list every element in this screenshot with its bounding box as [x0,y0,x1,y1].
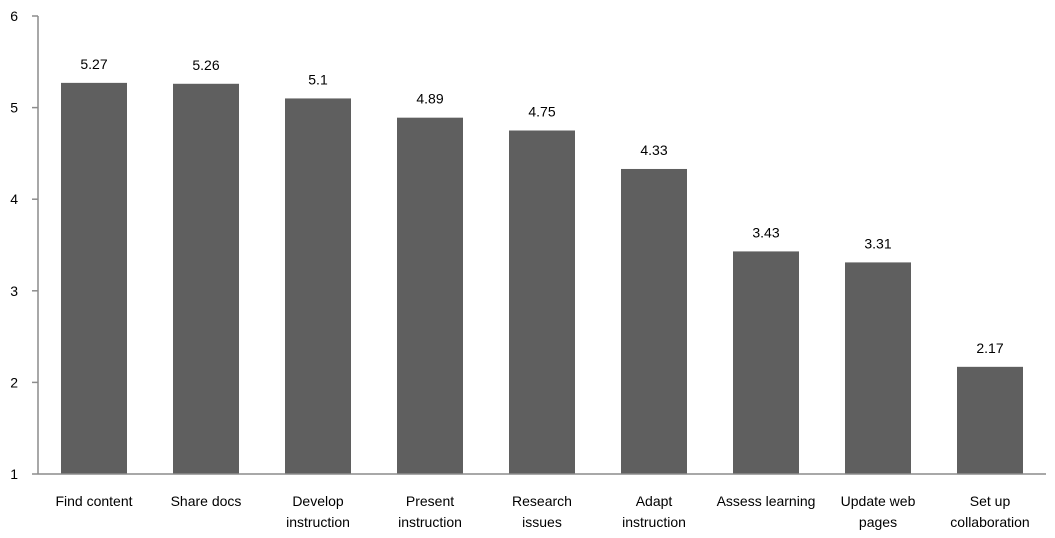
bar [61,82,127,475]
category-label: Set up [970,493,1011,509]
category-label: collaboration [950,514,1029,530]
category-label: Assess learning [717,493,816,509]
category-label: issues [522,514,562,530]
data-label: 5.1 [308,71,328,87]
bar [957,366,1023,474]
data-label: 3.43 [752,224,779,240]
category-label: Find content [55,493,132,509]
category-label: instruction [286,514,350,530]
bar [285,98,351,474]
data-label: 4.75 [528,104,555,120]
y-tick-label: 5 [10,100,18,116]
data-label: 2.17 [976,340,1003,356]
y-tick-label: 6 [10,8,18,24]
category-label: pages [859,514,897,530]
category-label: instruction [398,514,462,530]
bars [61,82,1023,475]
category-label: Share docs [171,493,242,509]
category-label: Research [512,493,572,509]
category-label: Develop [292,493,344,509]
category-labels: Find content Share docs Develop instruction… [55,493,1029,530]
data-label: 4.33 [640,142,667,158]
y-tick-label: 1 [10,466,18,482]
category-label: Adapt [636,493,673,509]
data-labels: 5.27 5.26 5.1 4.89 4.75 4.33 3.43 3.31 2.17 [80,56,1003,356]
y-axis-ticks: 1 2 3 4 5 6 [10,8,38,482]
bar [509,130,575,474]
y-tick-label: 3 [10,283,18,299]
data-label: 5.26 [192,57,219,73]
data-label: 5.27 [80,56,107,72]
y-tick-label: 2 [10,374,18,390]
category-label: instruction [622,514,686,530]
bar [173,83,239,474]
bar [397,117,463,475]
category-label: Present [406,493,454,509]
data-label: 3.31 [864,235,891,251]
bar [621,168,687,475]
data-label: 4.89 [416,91,443,107]
bar [733,251,799,474]
bar [845,262,911,474]
category-label: Update web [841,493,916,509]
y-tick-label: 4 [10,191,18,207]
